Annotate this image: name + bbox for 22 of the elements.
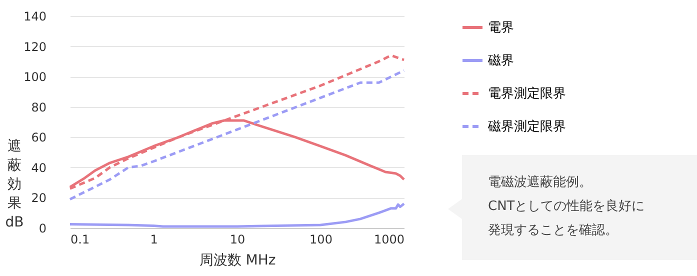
legend-label: 電界測定限界 — [488, 86, 566, 102]
y-axis-title: 遮蔽効果 dB — [5, 138, 24, 230]
x-tick-label: 10 — [230, 232, 246, 246]
x-tick-label: 1000 — [374, 232, 404, 246]
y-tick-label: 120 — [24, 40, 46, 54]
legend-label: 電界 — [488, 20, 514, 36]
y-tick-label: 40 — [31, 160, 46, 175]
legend-label: 磁界 — [487, 54, 514, 68]
y-tick-label: 140 — [24, 10, 46, 24]
y-tick-label: 60 — [31, 130, 46, 145]
y-tick-label: 20 — [31, 191, 46, 206]
x-tick-label: 100 — [310, 232, 332, 246]
text: 電磁波遮蔽能例。 — [488, 175, 592, 190]
y-tick-label: 100 — [24, 70, 46, 84]
y-tick-label: 0 — [38, 222, 46, 236]
text: CNTとしての性能を良好に — [488, 199, 645, 214]
text: 発現することを確認。 — [488, 223, 618, 238]
x-tick-label: 1 — [150, 232, 158, 246]
x-tick-label: 0.1 — [70, 232, 90, 246]
x-axis-title: 周波数 MHz — [199, 252, 276, 268]
y-tick-label: 80 — [31, 100, 46, 114]
legend-label: 磁界測定限界 — [487, 120, 566, 134]
